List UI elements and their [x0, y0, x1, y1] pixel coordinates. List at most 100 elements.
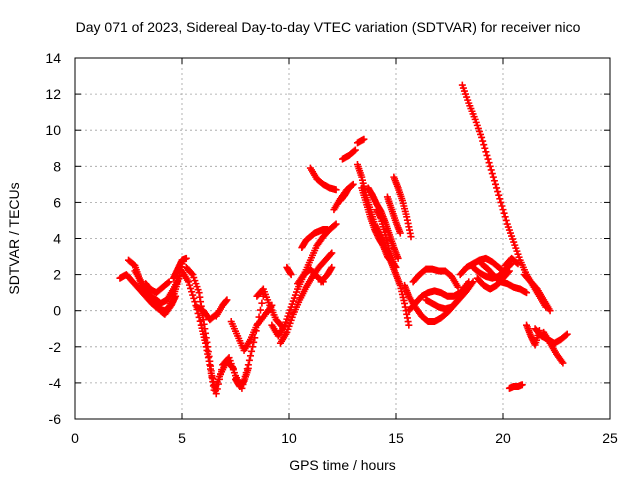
data-point	[188, 269, 196, 277]
y-tick-label: 8	[53, 158, 61, 174]
data-point	[351, 146, 359, 154]
data-point	[332, 186, 340, 194]
data-point	[245, 356, 253, 364]
data-point	[248, 347, 256, 355]
data-point	[478, 133, 486, 141]
x-axis-title: GPS time / hours	[289, 457, 396, 473]
data-point	[350, 147, 358, 155]
data-point	[244, 364, 252, 372]
data-point	[195, 313, 203, 321]
data-point	[505, 267, 513, 275]
data-point	[407, 233, 415, 241]
data-point	[495, 191, 503, 199]
data-point	[454, 296, 462, 304]
data-series	[373, 206, 398, 268]
data-point	[514, 260, 522, 268]
data-point	[496, 195, 504, 203]
y-tick-labels: -6 -4 -2 0 2 4 6 8 10 12 14	[45, 50, 61, 427]
data-point	[328, 249, 336, 257]
x-tick-label: 10	[281, 430, 297, 446]
data-point	[559, 359, 567, 367]
axis-ticks	[74, 57, 611, 420]
data-point	[249, 343, 257, 351]
data-point	[213, 385, 221, 393]
data-point	[480, 141, 488, 149]
y-tick-label: 0	[53, 303, 61, 319]
data-point	[185, 281, 193, 289]
data-point	[165, 278, 173, 286]
data-point	[485, 159, 493, 167]
data-point	[396, 229, 404, 237]
data-point	[497, 198, 505, 206]
data-series	[317, 263, 336, 286]
y-tick-label: 4	[53, 231, 61, 247]
data-point	[328, 263, 336, 271]
data-point	[486, 162, 494, 170]
data-series	[232, 364, 252, 391]
data-point	[360, 135, 368, 143]
data-point	[189, 291, 197, 299]
chart-title: Day 071 of 2023, Sidereal Day-to-day VTE…	[76, 19, 581, 35]
x-tick-label: 0	[71, 430, 79, 446]
data-series	[540, 328, 567, 367]
data-point	[546, 307, 554, 315]
data-point	[518, 381, 526, 389]
data-point	[502, 216, 510, 224]
x-tick-label: 15	[388, 430, 404, 446]
data-point	[482, 148, 490, 156]
data-point	[218, 366, 226, 374]
data-point	[349, 180, 357, 188]
data-point	[223, 296, 231, 304]
data-point	[217, 370, 225, 378]
data-point	[494, 188, 502, 196]
data-point	[489, 173, 497, 181]
data-series	[353, 135, 368, 147]
data-point	[190, 294, 198, 302]
data-point	[558, 358, 566, 366]
y-tick-label: 2	[53, 267, 61, 283]
data-series	[142, 278, 173, 297]
data-point	[172, 292, 180, 300]
data-point	[562, 331, 570, 339]
data-point	[483, 151, 491, 159]
data-series	[505, 381, 526, 392]
data-point	[214, 380, 222, 388]
data-point	[392, 263, 400, 271]
data-point	[187, 284, 195, 292]
data-point	[484, 155, 492, 163]
x-tick-label: 25	[602, 430, 618, 446]
data-point	[453, 297, 461, 305]
data-point	[184, 278, 192, 286]
data-point	[324, 225, 332, 233]
data-series	[339, 146, 359, 163]
data-point	[394, 254, 402, 262]
data-point	[256, 306, 264, 314]
data-point	[499, 206, 507, 214]
data-point	[493, 184, 501, 192]
x-tick-labels: 0 5 10 15 20 25	[71, 430, 618, 446]
data-series	[131, 267, 180, 318]
data-point	[465, 278, 473, 286]
data-point	[258, 299, 266, 307]
data-point	[563, 330, 571, 338]
data-point	[523, 289, 531, 297]
grid	[75, 58, 610, 419]
data-point	[164, 279, 172, 287]
data-point	[405, 321, 413, 329]
data-series	[298, 225, 332, 252]
data-series	[520, 271, 554, 315]
data-point	[188, 288, 196, 296]
data-point	[487, 166, 495, 174]
data-point	[454, 283, 462, 291]
data-series	[409, 265, 462, 291]
y-tick-label: 12	[45, 86, 61, 102]
data-point	[481, 144, 489, 152]
y-tick-label: 6	[53, 194, 61, 210]
data-points	[116, 81, 571, 398]
data-series	[336, 184, 353, 205]
data-point	[327, 250, 335, 258]
data-series	[478, 260, 531, 297]
data-series	[358, 184, 400, 271]
data-point	[212, 390, 220, 398]
